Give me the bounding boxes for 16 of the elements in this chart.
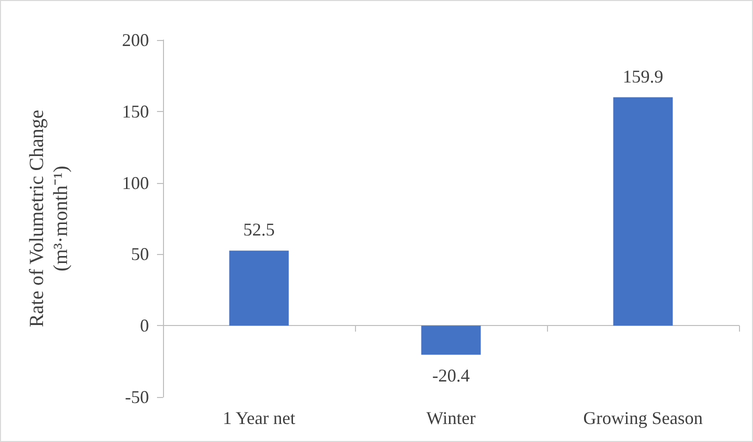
data-label: -20.4 (432, 366, 470, 386)
y-tick-label: 200 (122, 30, 149, 50)
y-tick-label: 150 (122, 101, 149, 122)
bar (229, 250, 289, 326)
x-tick-label: Winter (426, 408, 476, 428)
y-axis-title: Rate of Volumetric Change (m³·month⁻¹) (26, 110, 72, 328)
bar (421, 326, 481, 355)
y-tick-label: 100 (122, 172, 149, 193)
y-tick-label: 0 (140, 316, 149, 336)
x-tick-label: Growing Season (583, 408, 703, 428)
y-tick-label: 50 (131, 244, 149, 264)
y-tick-label: -50 (125, 387, 149, 407)
data-label: 52.5 (243, 220, 275, 240)
bar (613, 97, 673, 326)
data-label: 159.9 (622, 66, 664, 86)
x-tick-label: 1 Year net (222, 408, 296, 428)
